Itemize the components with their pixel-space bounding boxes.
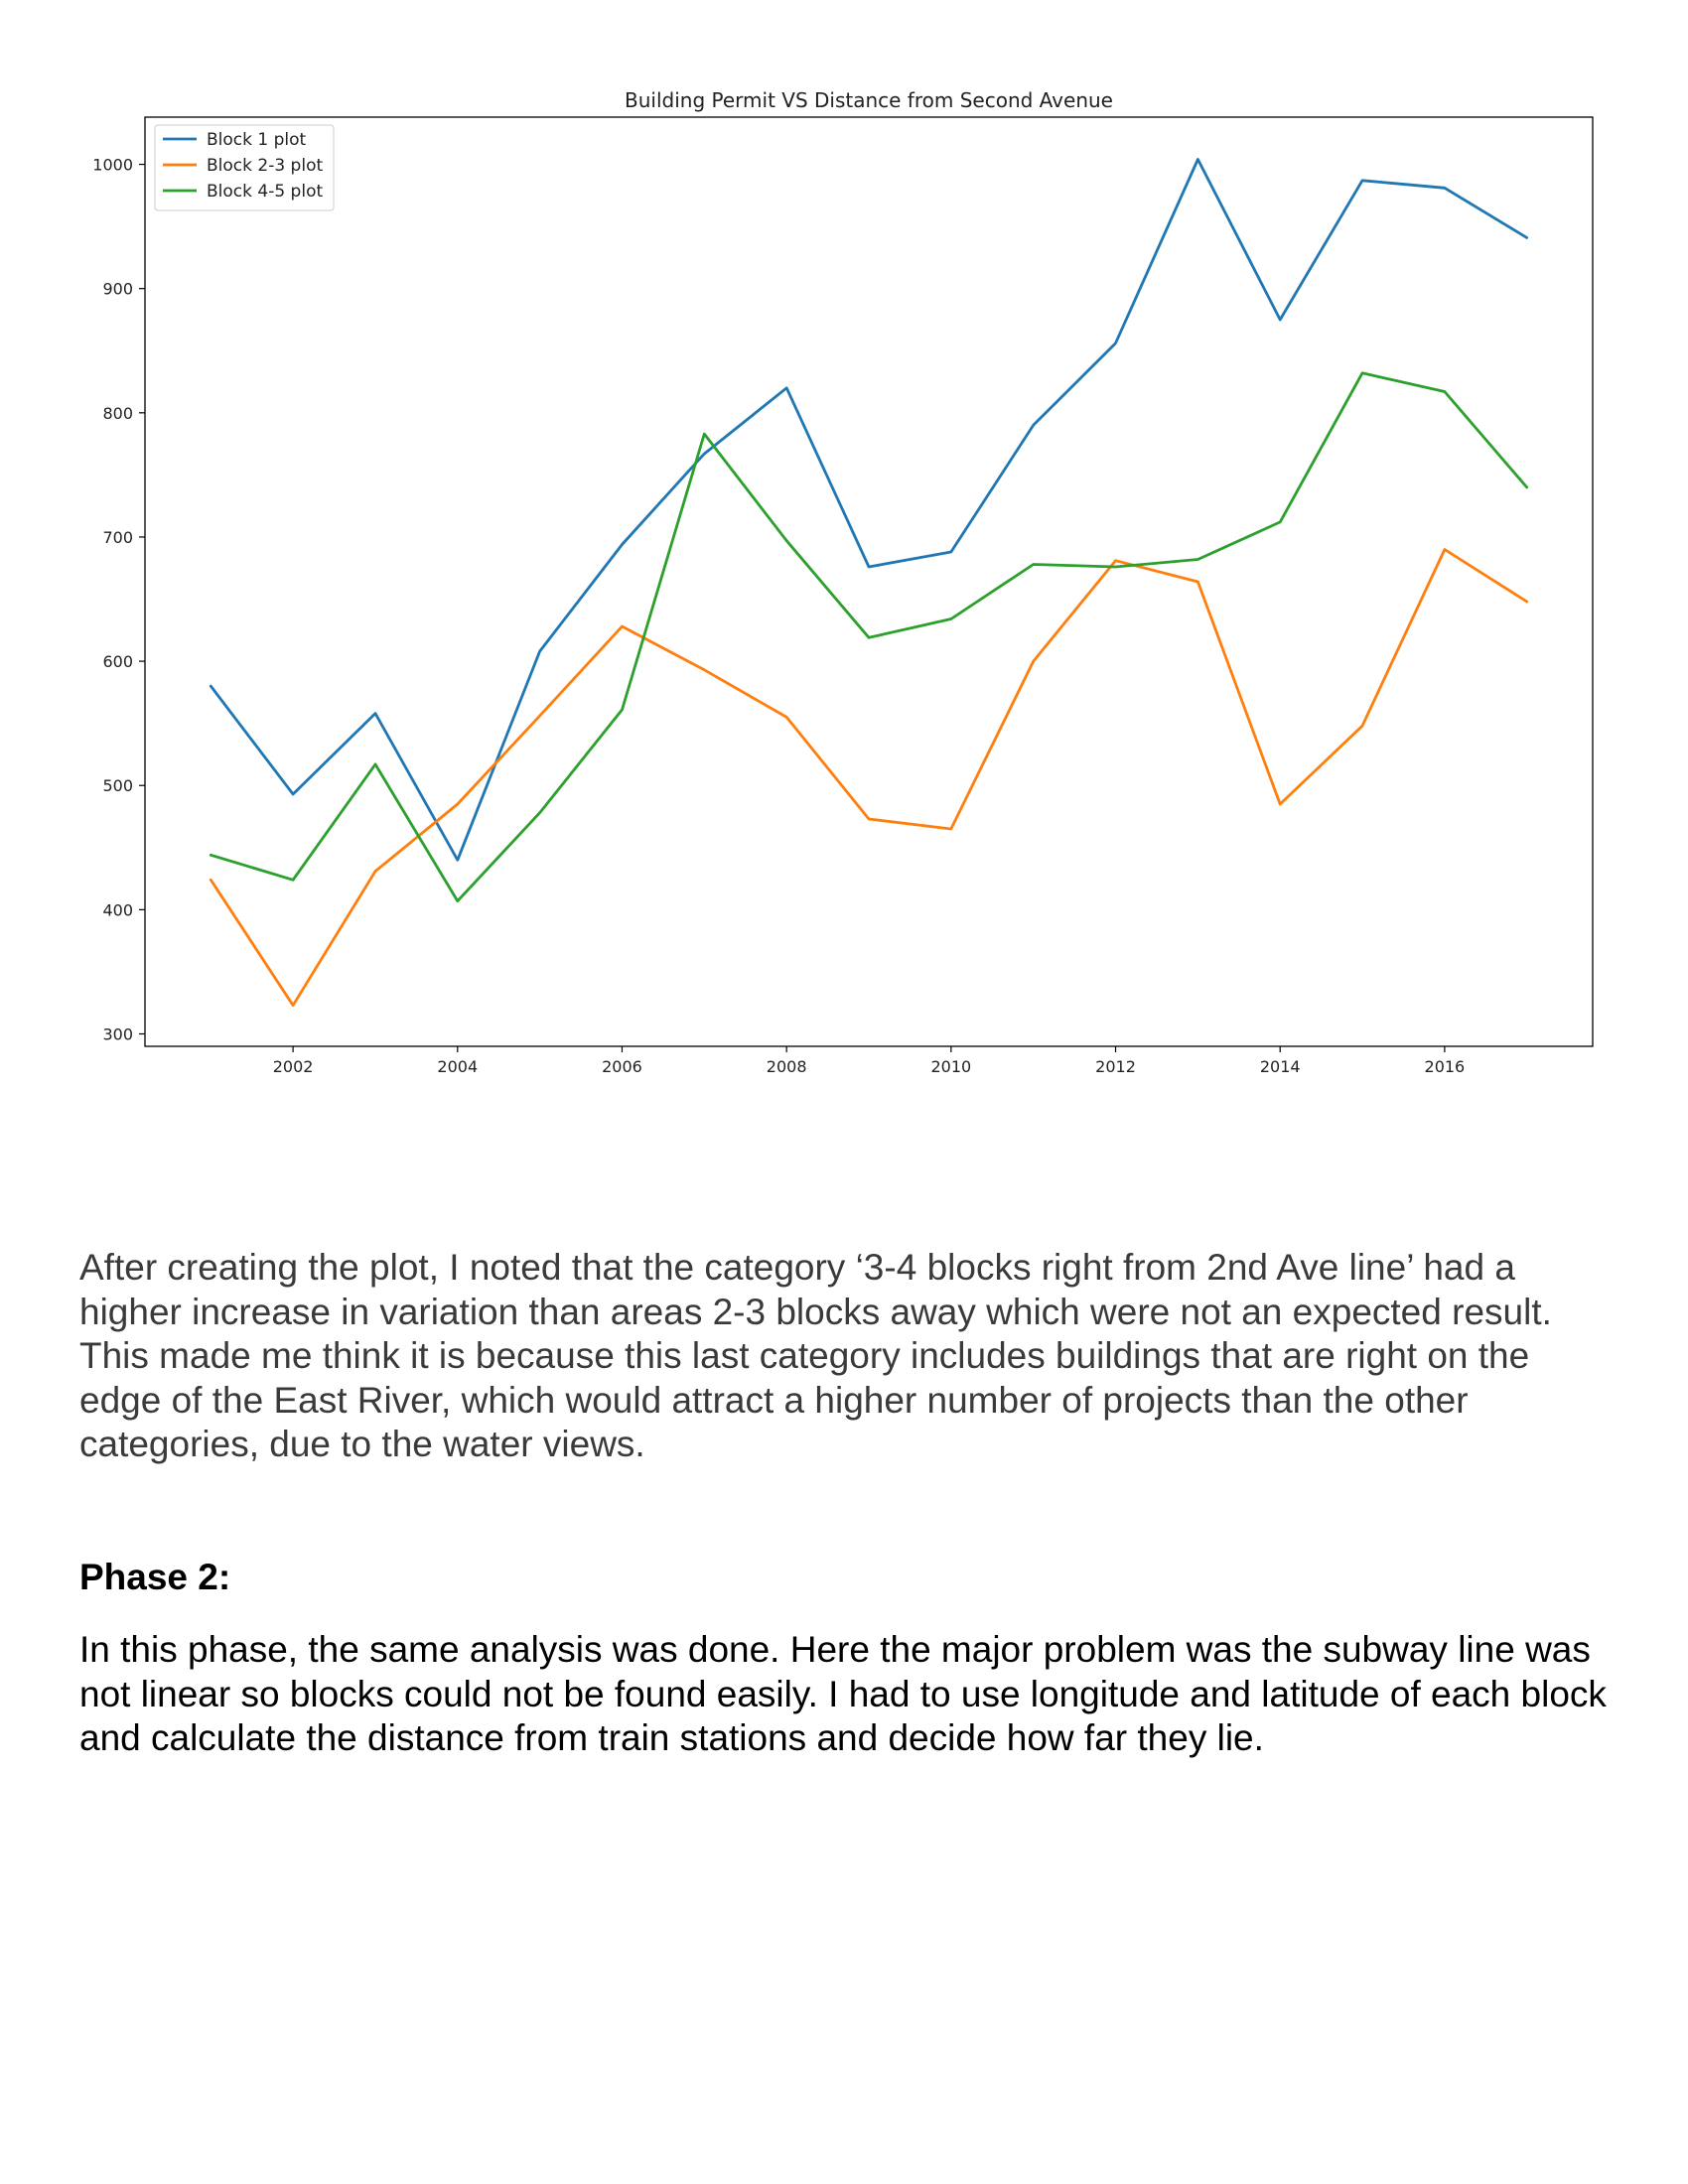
- line-chart: Building Permit VS Distance from Second …: [92, 88, 1594, 1076]
- chart-figure: Building Permit VS Distance from Second …: [92, 88, 1594, 1076]
- y-tick-label: 600: [102, 652, 133, 671]
- chart-title: Building Permit VS Distance from Second …: [625, 88, 1113, 112]
- series-line-1: [209, 158, 1529, 862]
- x-tick-label: 2004: [437, 1057, 478, 1076]
- x-tick-label: 2008: [767, 1057, 807, 1076]
- y-tick-label: 1000: [92, 156, 133, 175]
- y-tick-label: 400: [102, 900, 133, 919]
- x-tick-label: 2010: [930, 1057, 971, 1076]
- legend-label-2: Block 2-3 plot: [207, 156, 323, 176]
- plot-frame: [144, 116, 1594, 1047]
- y-tick-label: 700: [102, 528, 133, 547]
- series-line-3: [209, 371, 1529, 902]
- x-tick-label: 2006: [602, 1057, 642, 1076]
- y-tick-label: 300: [102, 1024, 133, 1043]
- legend-label-1: Block 1 plot: [207, 130, 307, 150]
- phase-heading: Phase 2:: [79, 1557, 231, 1597]
- x-tick-label: 2014: [1260, 1057, 1301, 1076]
- series-line-2: [209, 548, 1529, 1008]
- analysis-paragraph: After creating the plot, I noted that th…: [79, 1247, 1552, 1464]
- x-tick-label: 2016: [1425, 1057, 1466, 1076]
- legend-label-3: Block 4-5 plot: [207, 182, 323, 202]
- y-tick-label: 800: [102, 404, 133, 423]
- x-tick-label: 2012: [1095, 1057, 1136, 1076]
- x-tick-label: 2002: [273, 1057, 314, 1076]
- phase-2-paragraph: In this phase, the same analysis was don…: [79, 1629, 1607, 1758]
- legend-box: [154, 124, 335, 211]
- y-tick-label: 500: [102, 776, 133, 795]
- y-tick-label: 900: [102, 280, 133, 299]
